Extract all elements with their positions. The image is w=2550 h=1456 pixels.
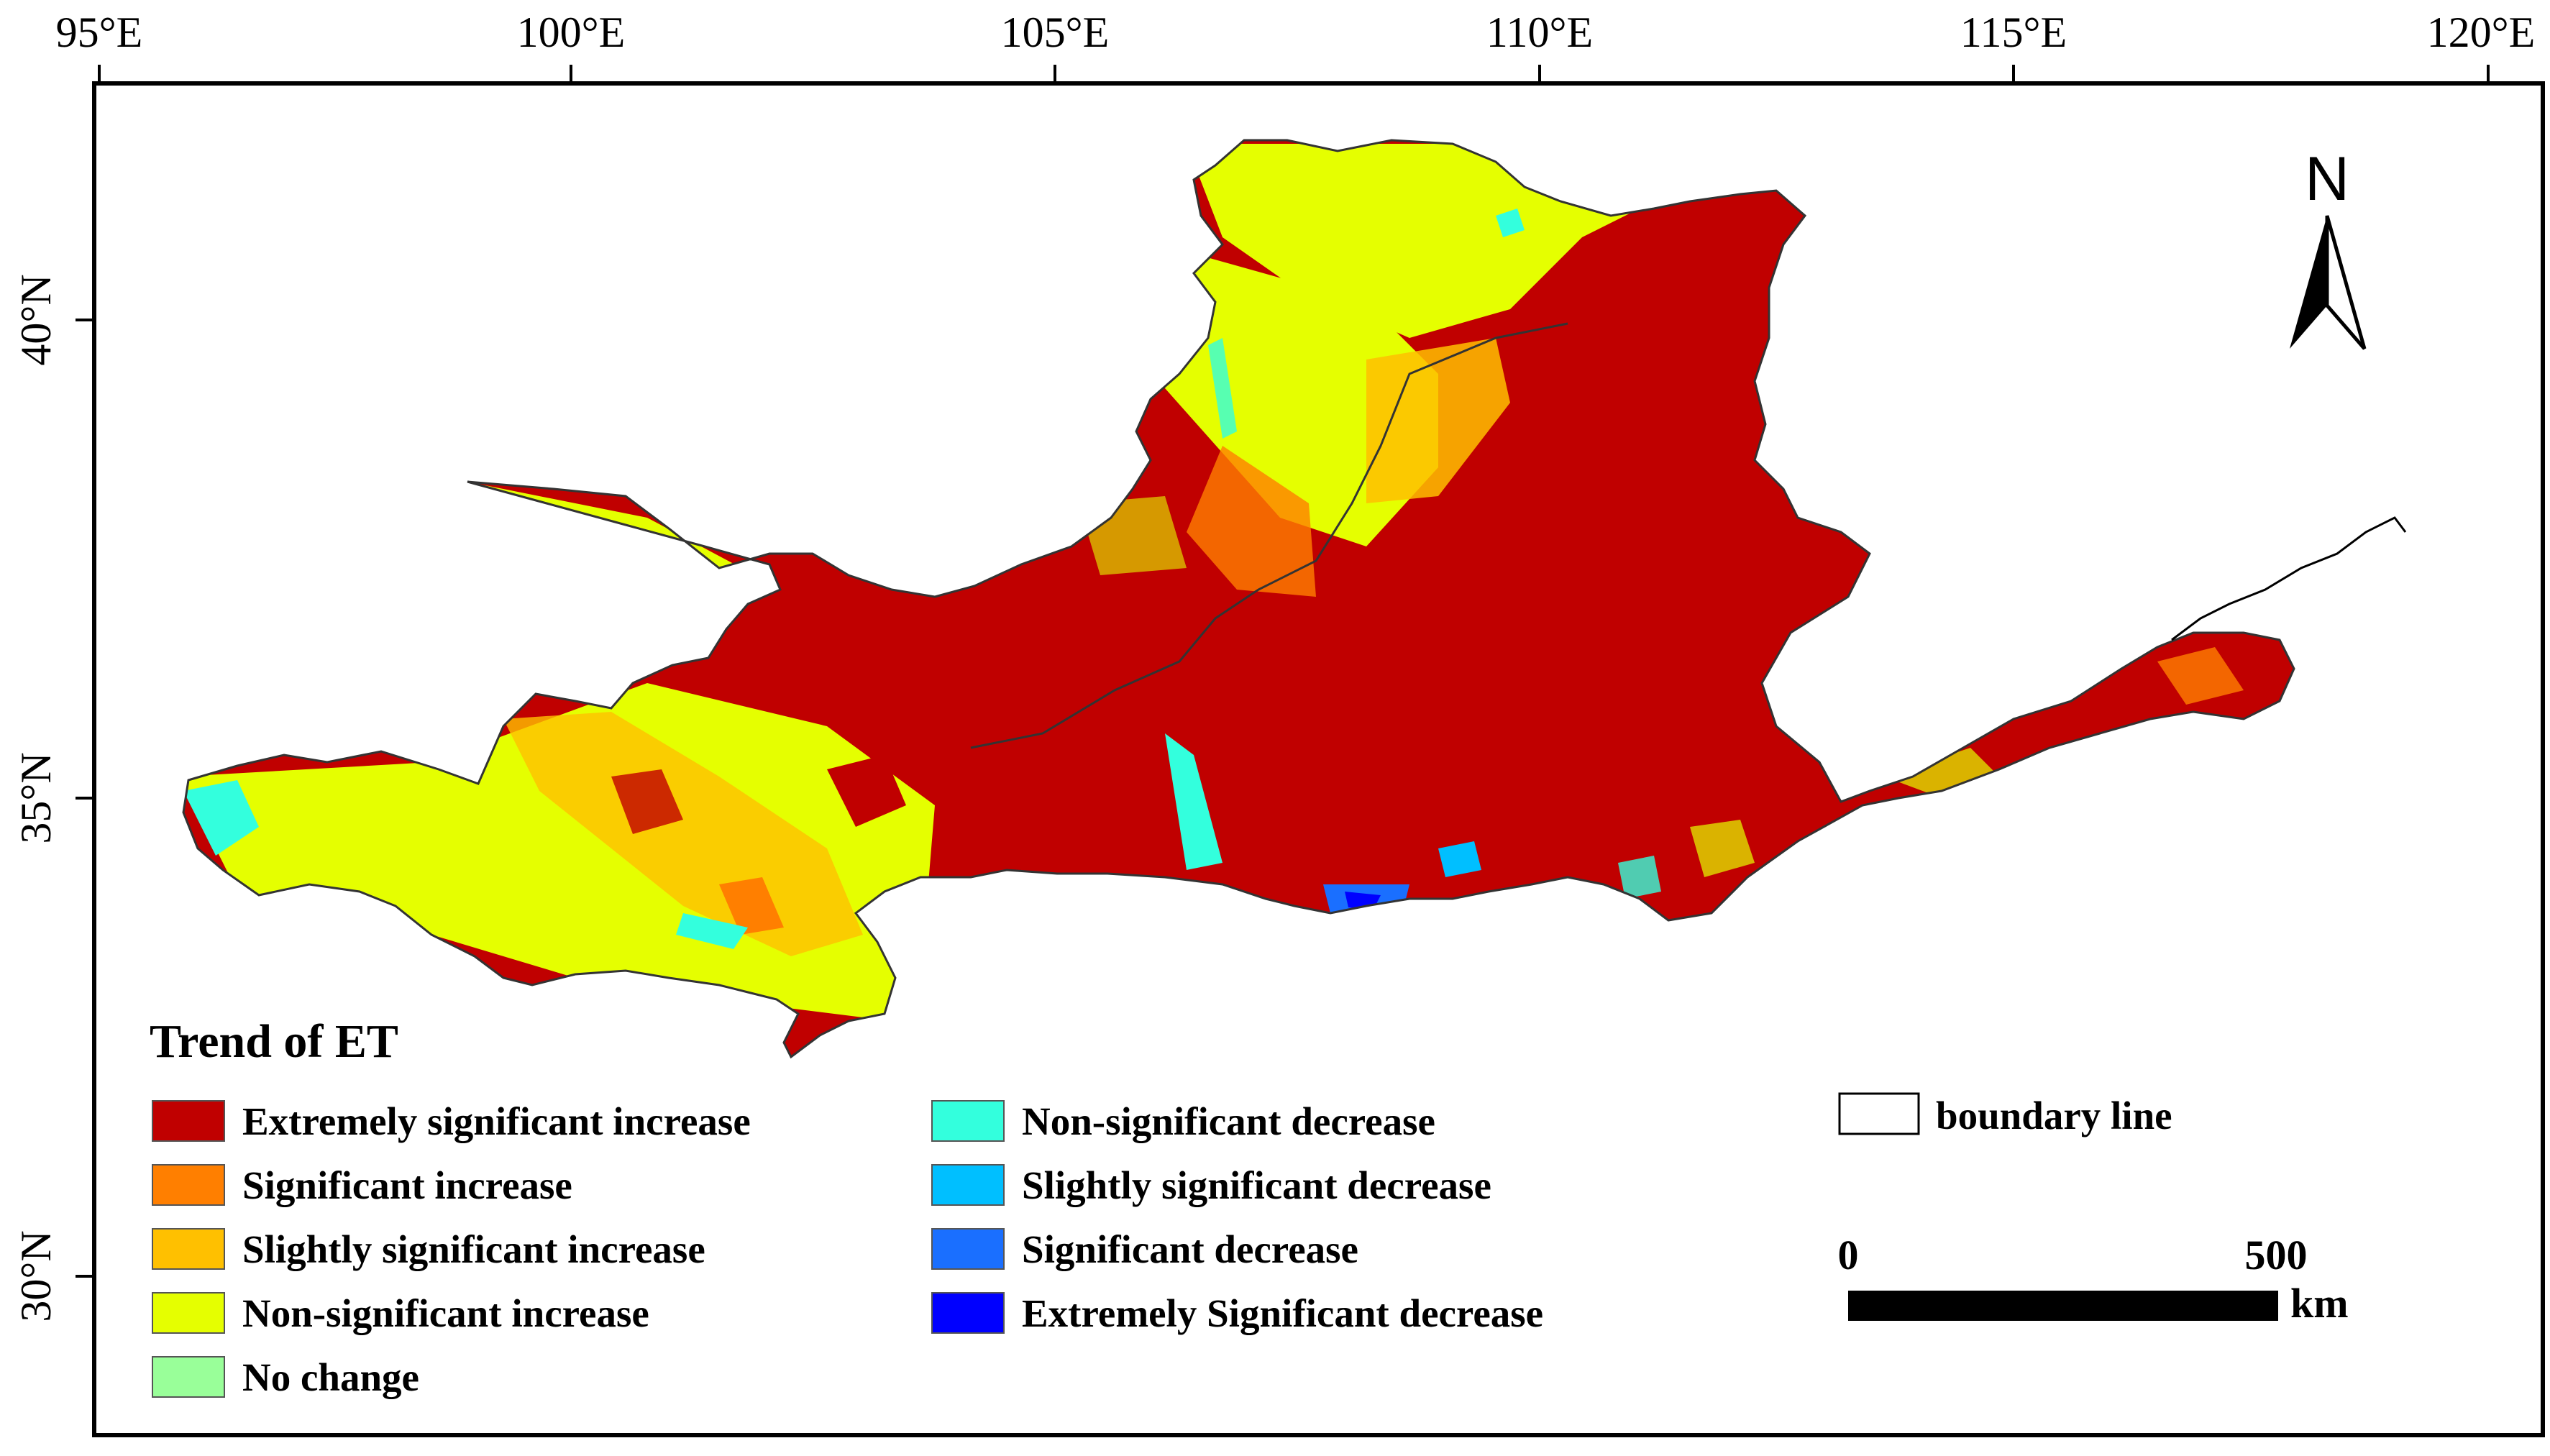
legend: Trend of ET Extremely significant increa…: [150, 1015, 2172, 1399]
legend-swatch: [152, 1356, 225, 1398]
lon-tick-label: 100°E: [517, 9, 626, 56]
legend-item: Extremely Significant decrease: [931, 1291, 1543, 1335]
legend-label: Extremely significant increase: [242, 1099, 751, 1143]
legend-item: Significant increase: [152, 1163, 572, 1207]
lat-tick-label: 35°N: [12, 752, 60, 843]
legend-boundary-swatch: [1838, 1092, 1920, 1135]
legend-label: Slightly significant decrease: [1022, 1163, 1491, 1207]
lat-tick-label: 40°N: [12, 274, 60, 365]
legend-boundary-label: boundary line: [1936, 1094, 2172, 1137]
lon-tick-label: 105°E: [1001, 9, 1110, 56]
legend-item: Non-significant decrease: [931, 1099, 1435, 1143]
lon-tick-label: 115°E: [1960, 9, 2067, 56]
legend-swatch: [931, 1100, 1005, 1142]
legend-label: Extremely Significant decrease: [1022, 1291, 1543, 1335]
lon-tick-label: 95°E: [56, 9, 143, 56]
latitude-axis: 40°N 35°N 30°N: [12, 274, 94, 1322]
legend-swatch: [152, 1164, 225, 1206]
legend-item: Extremely significant increase: [152, 1099, 751, 1143]
scale-bar-rule: [1848, 1291, 2278, 1321]
lon-tick-label: 120°E: [2427, 9, 2536, 56]
north-arrow-icon: [2325, 215, 2367, 350]
legend-swatch: [931, 1164, 1005, 1206]
legend-boundary-item: boundary line: [1838, 1092, 2172, 1137]
legend-item: Slightly significant decrease: [931, 1163, 1491, 1207]
longitude-axis: 95°E 100°E 105°E 110°E 115°E 120°E: [56, 9, 2536, 83]
legend-label: Non-significant increase: [242, 1291, 649, 1335]
north-arrow: N: [2290, 145, 2367, 350]
north-arrow-icon: [2290, 216, 2327, 349]
legend-item: Non-significant increase: [152, 1291, 649, 1335]
lat-tick-label: 30°N: [12, 1230, 60, 1322]
legend-swatch: [152, 1228, 225, 1270]
scale-bar-start-label: 0: [1838, 1232, 1859, 1278]
legend-label: Significant increase: [242, 1163, 572, 1207]
legend-item: No change: [152, 1355, 419, 1399]
legend-label: Slightly significant increase: [242, 1227, 705, 1271]
scale-bar-end-label: 500: [2245, 1232, 2308, 1278]
legend-swatch: [931, 1292, 1005, 1334]
legend-swatch: [931, 1228, 1005, 1270]
legend-label: Non-significant decrease: [1022, 1099, 1435, 1143]
north-arrow-label: N: [2305, 145, 2349, 214]
scale-bar: 0 500 km: [1838, 1232, 2349, 1327]
legend-swatch: [152, 1292, 225, 1334]
scale-bar-unit: km: [2290, 1280, 2349, 1327]
legend-item: Significant decrease: [931, 1227, 1358, 1271]
lon-tick-label: 110°E: [1486, 9, 1593, 56]
legend-swatch: [152, 1100, 225, 1142]
legend-label: No change: [242, 1355, 419, 1399]
legend-title: Trend of ET: [150, 1015, 398, 1068]
legend-item: Slightly significant increase: [152, 1227, 705, 1271]
legend-label: Significant decrease: [1022, 1227, 1358, 1271]
